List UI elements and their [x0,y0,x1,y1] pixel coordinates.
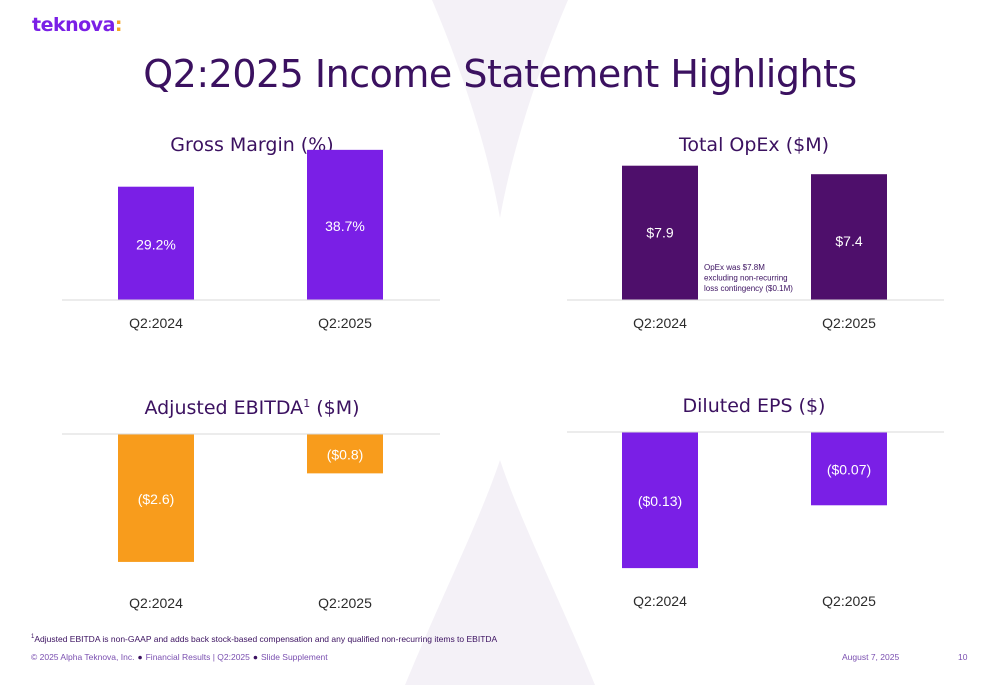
bar-Q2:2025 [811,174,887,300]
annotation-line: OpEx was $7.8M [704,263,765,272]
data-label: $7.9 [646,225,673,241]
chart-title-text: Total OpEx ($M) [678,134,829,156]
bar-Q2:2025 [811,432,887,506]
page-title: Q2:2025 Income Statement Highlights [143,52,857,96]
category-label: Q2:2025 [822,315,876,331]
chart-title-text: Gross Margin (%) [170,134,333,156]
chart-panel-4: Diluted EPS ($) ($0.13) Q2:2024 ($0.07) Q2:2… [567,395,944,609]
chart-title: Total OpEx ($M) [678,134,829,156]
data-label: ($0.07) [827,462,871,478]
footer-supplement: Slide Supplement [261,652,328,662]
bar-Q2:2024 [118,186,194,300]
teknova-logo: teknova: [32,14,123,36]
chart-panel-3: Adjusted EBITDA1 ($M) ($2.6) Q2:2024 ($0.8)… [62,397,440,611]
bar-Q2:2025 [307,434,383,474]
bar-Q2:2024 [622,432,698,569]
footnote: 1Adjusted EBITDA is non-GAAP and adds ba… [31,634,497,644]
footer-bullet-icon: ● [252,652,259,662]
logo-text: teknova [32,14,115,36]
footer-left: © 2025 Alpha Teknova, Inc. ● Financial Res… [31,652,328,662]
category-label: Q2:2024 [633,315,687,331]
chart-title-unit: ($M) [310,397,359,419]
data-label: 38.7% [325,218,365,234]
footnote-text: Adjusted EBITDA is non-GAAP and adds bac… [34,634,498,644]
category-label: Q2:2025 [318,315,372,331]
data-label: $7.4 [835,233,862,249]
footer-copyright: © 2025 Alpha Teknova, Inc. [31,652,135,662]
footnote-marker: 1 [31,634,35,641]
opex-annotation: OpEx was $7.8M excluding non-recurring los… [704,263,793,293]
chart-title: Diluted EPS ($) [683,395,826,417]
footer-bullet-icon: ● [137,652,143,662]
data-label: ($0.8) [327,447,364,463]
category-label: Q2:2024 [129,315,183,331]
logo-colon: : [114,14,123,36]
data-label: ($2.6) [138,491,175,507]
page-number: 10 [958,652,968,662]
annotation-line: loss contingency ($0.1M) [704,284,793,293]
category-label: Q2:2024 [129,595,183,611]
annotation-line: excluding non-recurring [704,274,788,283]
footer-date: August 7, 2025 [842,652,900,662]
chart-panel-2: Total OpEx ($M) $7.9 Q2:2024 $7.4 Q2:2025 OpE… [567,134,944,331]
bar-Q2:2024 [118,434,194,562]
chart-title-text: Diluted EPS ($) [683,395,826,417]
data-label: 29.2% [136,236,176,252]
chart-title-superscript: 1 [303,397,310,410]
category-label: Q2:2024 [633,593,687,609]
footer-section: Financial Results | Q2:2025 [145,652,250,662]
category-label: Q2:2025 [822,593,876,609]
chart-title: Adjusted EBITDA1 ($M) [144,397,359,419]
bar-Q2:2025 [307,149,383,300]
data-label: ($0.13) [638,493,682,509]
chart-title: Gross Margin (%) [170,134,333,156]
category-label: Q2:2025 [318,595,372,611]
bar-Q2:2024 [622,165,698,300]
chart-title-text: Adjusted EBITDA [144,397,303,419]
chart-panel-1: Gross Margin (%) 29.2% Q2:2024 38.7% Q2:2025 [62,134,440,331]
